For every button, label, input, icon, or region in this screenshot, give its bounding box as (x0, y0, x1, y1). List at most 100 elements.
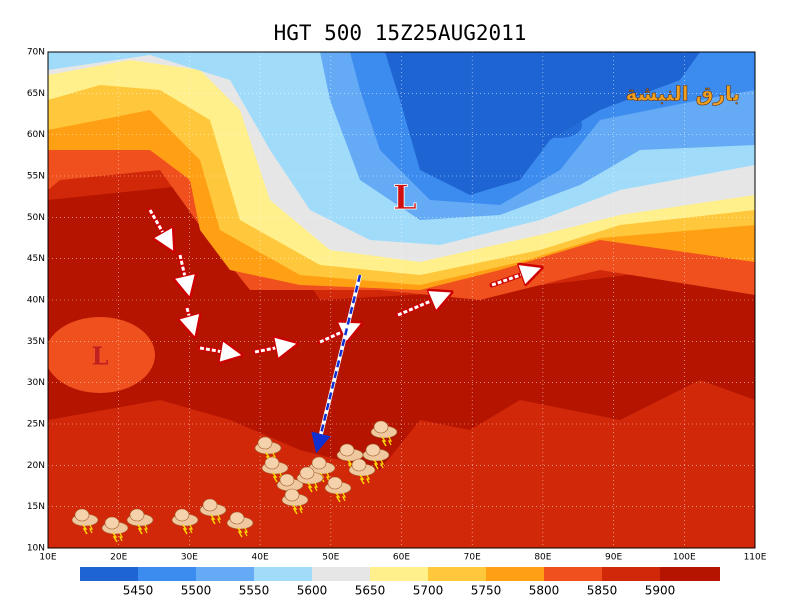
lightning (144, 524, 148, 534)
colorbar-box (428, 567, 486, 581)
cloud (373, 420, 389, 434)
lat-tick-label: 10N (27, 544, 45, 554)
lightning (292, 504, 298, 515)
storm-icon (348, 458, 376, 485)
lat-tick-label: 35N (27, 337, 45, 347)
lightning (347, 459, 353, 470)
lightning (82, 524, 88, 535)
cloud (229, 511, 245, 525)
lon-tick-label: 20E (110, 553, 127, 563)
cloud (365, 443, 381, 457)
lat-tick-label: 40N (27, 296, 45, 306)
cloud (104, 516, 120, 530)
lightning (342, 492, 346, 502)
lightning (189, 524, 193, 534)
lat-tick-label: 60N (27, 130, 45, 140)
flow-arrow (491, 270, 535, 287)
colorbar-box (254, 567, 312, 581)
lightning (89, 524, 93, 534)
colorbar-label: 5900 (645, 584, 676, 598)
colorbar-label: 5600 (297, 584, 328, 598)
lon-tick-label: 100E (673, 553, 696, 563)
lon-tick-label: 60E (393, 553, 410, 563)
lon-tick-label: 110E (744, 553, 767, 563)
low-label: L (92, 342, 109, 371)
cloud (174, 508, 190, 522)
storm-icon (261, 456, 289, 483)
colorbar-box (486, 567, 544, 581)
lat-tick-label: 20N (27, 461, 45, 471)
lat-tick-label: 15N (27, 502, 45, 512)
cloud (299, 466, 315, 480)
lightning (335, 492, 341, 503)
lightning (307, 482, 313, 493)
lat-tick-label: 65N (27, 89, 45, 99)
lat-tick-label: 55N (27, 172, 45, 182)
lightning (388, 436, 392, 446)
colorbar-label: 5700 (413, 584, 444, 598)
colorbar-box (660, 567, 720, 581)
lon-tick-label: 50E (322, 553, 339, 563)
cloud (202, 498, 218, 512)
colorbar-label: 5850 (587, 584, 618, 598)
lon-tick-label: 90E (605, 553, 622, 563)
lightning (380, 459, 384, 469)
cloud (311, 456, 327, 470)
colorbar-label: 5500 (181, 584, 212, 598)
lightning (244, 527, 248, 537)
lat-tick-label: 70N (27, 48, 45, 58)
lon-tick-label: 80E (534, 553, 551, 563)
cloud (74, 508, 90, 522)
colorbar-label: 5550 (239, 584, 270, 598)
lightning (237, 527, 243, 538)
storm-icon (276, 473, 304, 500)
colorbar-box (544, 567, 602, 581)
lightning (314, 482, 318, 492)
trough-axis (311, 274, 362, 454)
colorbar-box (312, 567, 370, 581)
colorbar-box (602, 567, 660, 581)
flow-arrow (148, 209, 170, 245)
lat-tick-label: 25N (27, 420, 45, 430)
height-band (48, 317, 155, 393)
lightning (217, 514, 221, 524)
lat-tick-label: 30N (27, 378, 45, 388)
cloud (351, 458, 367, 472)
cloud (339, 443, 355, 457)
lightning (210, 514, 216, 525)
storm-icon (226, 511, 254, 538)
storm-icon (71, 508, 99, 535)
storm-icon (296, 466, 324, 493)
cloud (284, 488, 300, 502)
overlay: L L بارق النبشة (48, 52, 755, 548)
lat-tick-label: 50N (27, 213, 45, 223)
lightning (272, 472, 278, 483)
storm-icon (362, 443, 390, 470)
colorbar-box (80, 567, 138, 581)
colorbar-label: 5650 (355, 584, 386, 598)
cloud (279, 473, 295, 487)
lon-tick-label: 30E (181, 553, 198, 563)
cloud (327, 476, 343, 490)
cloud (264, 456, 280, 470)
lightning (112, 532, 118, 543)
title: HGT 500 15Z25AUG2011 (274, 21, 527, 45)
lightning (119, 532, 123, 542)
lightning (182, 524, 188, 535)
storm-icon (171, 508, 199, 535)
storm-icon (370, 420, 398, 447)
flow-arrow (187, 307, 193, 330)
cloud (257, 436, 273, 450)
colorbar-box (370, 567, 428, 581)
storm-icon (281, 488, 309, 515)
lon-tick-label: 40E (252, 553, 269, 563)
storm-icon (126, 508, 154, 535)
lightning (299, 504, 303, 514)
lightning (366, 474, 370, 484)
lon-tick-label: 70E (464, 553, 481, 563)
colorbar-label: 5800 (529, 584, 560, 598)
cloud (129, 508, 145, 522)
flow-arrow (319, 326, 355, 344)
